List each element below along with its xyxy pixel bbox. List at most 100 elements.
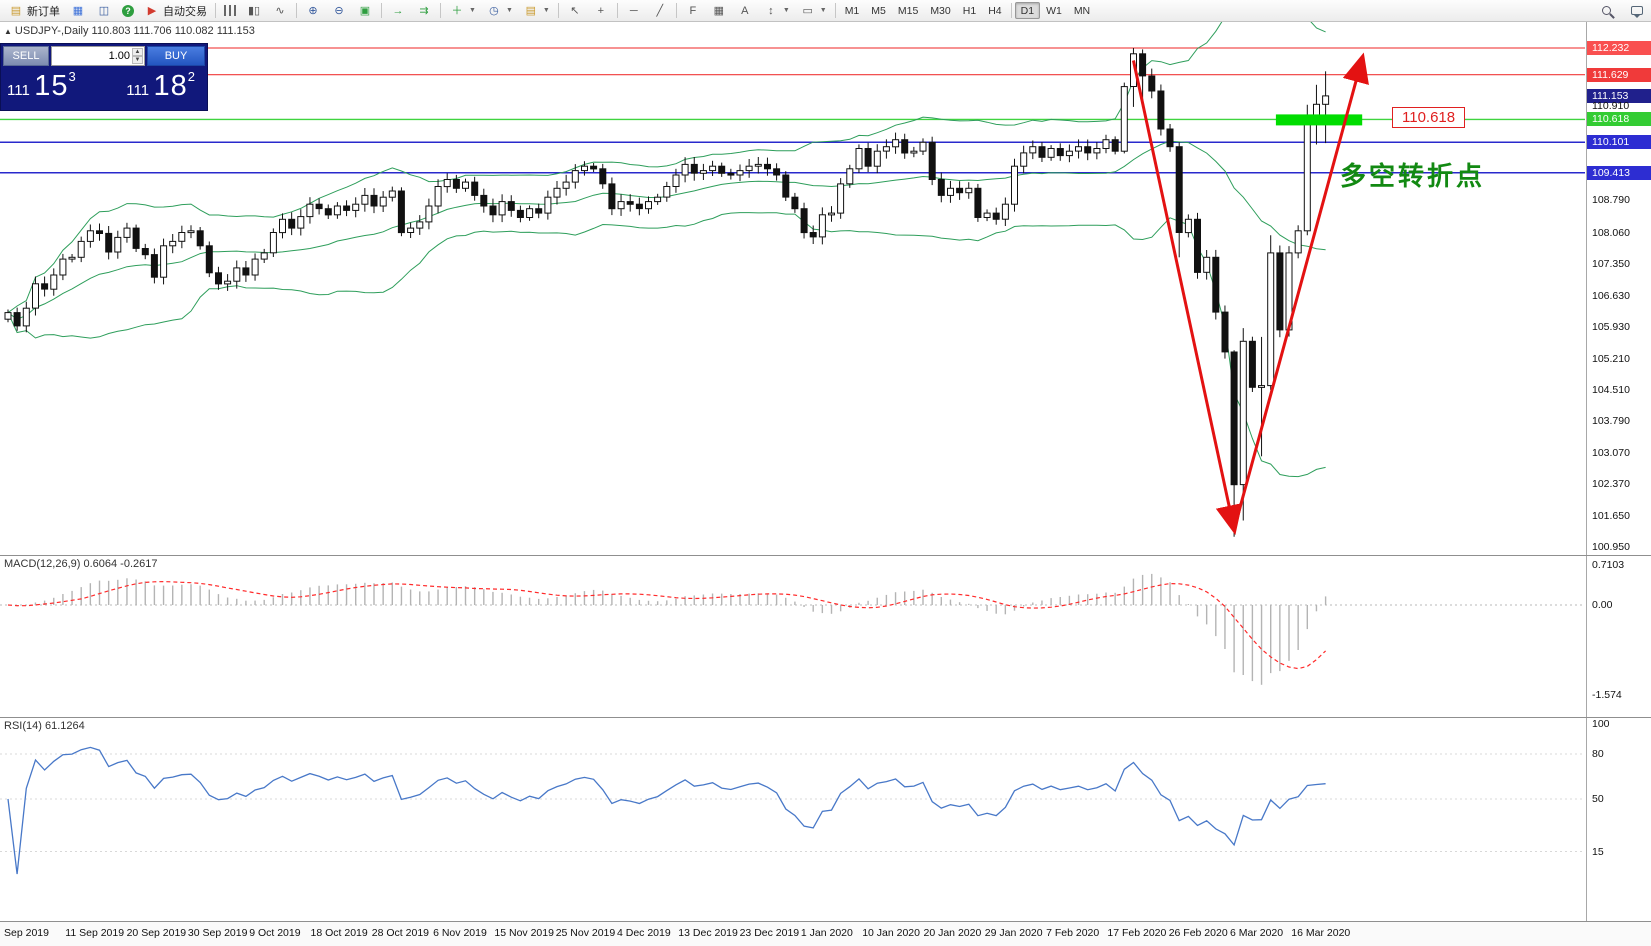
zoom-in-button[interactable]: ⊕ <box>300 2 326 20</box>
price-axis-label: 112.232 <box>1587 41 1651 55</box>
chat-button[interactable] <box>1616 2 1648 20</box>
new-order-label: 新订单 <box>27 5 60 18</box>
date-axis-label: 15 Nov 2019 <box>494 927 554 939</box>
search-button[interactable] <box>1597 2 1616 20</box>
zoom-in-icon: ⊕ <box>308 4 318 17</box>
volume-stepper[interactable]: ▲▼ <box>51 46 145 66</box>
symbol-info-text: USDJPY-,Daily 110.803 111.706 110.082 11… <box>14 25 255 37</box>
macd-axis[interactable]: 0.7103 0.00 -1.574 <box>1586 556 1651 717</box>
fibonacci-icon: F <box>689 4 697 17</box>
auto-scroll-button[interactable]: → <box>385 2 411 20</box>
date-axis-label: 6 Nov 2019 <box>433 927 487 939</box>
timeframe-m1[interactable]: M1 <box>839 2 866 19</box>
rsi-axis-label: 100 <box>1592 718 1610 730</box>
profile-button[interactable]: ◫ <box>91 2 117 20</box>
price-axis-label: 107.350 <box>1592 257 1630 270</box>
separator <box>1010 3 1012 18</box>
templates-button[interactable]: ▤ ▼ <box>518 2 555 20</box>
price-axis-label: 103.790 <box>1592 415 1630 428</box>
separator <box>834 3 836 18</box>
date-axis-label: 11 Sep 2019 <box>65 927 125 939</box>
shapes-tool-button[interactable]: ▭ ▼ <box>795 2 832 20</box>
date-axis-label: 30 Sep 2019 <box>187 927 248 939</box>
profile-icon: ◫ <box>98 4 110 17</box>
zoom-out-icon: ⊖ <box>334 4 344 17</box>
price-chart-canvas[interactable] <box>0 22 1585 555</box>
date-axis[interactable]: Sep 2019 11 Sep 2019 20 Sep 2019 30 Sep 201… <box>0 922 1651 946</box>
chart-shift-button[interactable]: ⇉ <box>411 2 437 20</box>
price-axis[interactable]: 112.232 111.629 111.153 110.618 110.101 109.4… <box>1586 22 1651 555</box>
date-axis-label: 1 Jan 2020 <box>800 927 853 939</box>
trendline-icon: ╱ <box>656 4 664 17</box>
indicators-button[interactable]: ＋ ▼ <box>444 2 481 20</box>
date-axis-label: 7 Feb 2020 <box>1046 927 1100 939</box>
timeframe-m30[interactable]: M30 <box>924 2 956 19</box>
macd-panel[interactable]: MACD(12,26,9) 0.6064 -0.2617 0.7103 0.00 -… <box>0 556 1651 718</box>
tile-windows-button[interactable]: ▣ <box>352 2 378 20</box>
cursor-button[interactable]: ↖ <box>562 2 588 20</box>
candlestick-button[interactable]: ▮▯ <box>241 2 267 20</box>
date-axis-label: 23 Dec 2019 <box>739 927 800 939</box>
periods-button[interactable]: ◷ ▼ <box>481 2 518 20</box>
help-button[interactable]: ? <box>117 2 139 20</box>
cursor-icon: ↖ <box>570 4 580 17</box>
line-chart-icon: ∿ <box>275 4 285 17</box>
timeframe-d1[interactable]: D1 <box>1014 2 1041 19</box>
one-click-trade-panel: SELL ▲▼ BUY 111 153 111 182 <box>0 43 208 111</box>
separator <box>675 3 677 18</box>
spin-down-icon[interactable]: ▼ <box>132 56 143 64</box>
symbol-info: ▲ USDJPY-,Daily 110.803 111.706 110.082 1… <box>4 25 255 37</box>
auto-trading-button[interactable]: ▶ 自动交易 <box>139 2 212 20</box>
separator <box>215 3 216 18</box>
timeframe-m15[interactable]: M15 <box>892 2 924 19</box>
rsi-panel[interactable]: RSI(14) 61.1264 100 80 50 15 <box>0 718 1651 922</box>
triangle-up-icon: ▲ <box>4 27 12 36</box>
sell-button[interactable]: SELL <box>3 46 49 66</box>
line-chart-button[interactable]: ∿ <box>267 2 293 20</box>
date-axis-label: 20 Sep 2019 <box>126 927 187 939</box>
text-tool-button[interactable]: A <box>732 2 758 20</box>
zoom-out-button[interactable]: ⊖ <box>326 2 352 20</box>
bar-chart-button[interactable] <box>219 2 241 20</box>
timeframe-h1[interactable]: H1 <box>957 2 982 19</box>
search-icon <box>1602 6 1611 15</box>
crosshair-button[interactable]: + <box>588 2 614 20</box>
bar-chart-icon <box>224 5 236 16</box>
price-axis-label: 110.101 <box>1587 135 1651 150</box>
fibonacci-tool-button[interactable]: F <box>680 2 706 20</box>
arrows-tool-button[interactable]: ↕ ▼ <box>758 2 795 20</box>
timeframe-h4[interactable]: H4 <box>982 2 1007 19</box>
price-axis-label: 105.210 <box>1592 352 1630 365</box>
chevron-down-icon: ▼ <box>782 7 790 14</box>
grid-tool-button[interactable]: ▦ <box>706 2 732 20</box>
hline-tool-button[interactable]: ─ <box>621 2 647 20</box>
new-order-button[interactable]: ▤ 新订单 <box>3 2 65 20</box>
charts-window-button[interactable]: ▦ <box>65 2 91 20</box>
timeframe-mn[interactable]: MN <box>1068 2 1096 19</box>
indicators-icon: ＋ <box>451 4 463 17</box>
rsi-label: RSI(14) 61.1264 <box>4 720 85 732</box>
spin-up-icon[interactable]: ▲ <box>132 48 143 56</box>
date-axis-label: 26 Feb 2020 <box>1168 927 1228 939</box>
rsi-axis[interactable]: 100 80 50 15 <box>1586 718 1651 921</box>
timeframe-m5[interactable]: M5 <box>865 2 892 19</box>
date-axis-label: 9 Oct 2019 <box>249 927 301 939</box>
macd-canvas[interactable] <box>0 556 1585 717</box>
trendline-tool-button[interactable]: ╱ <box>647 2 673 20</box>
auto-trading-icon: ▶ <box>147 4 157 17</box>
horizontal-line-icon: ─ <box>629 4 638 17</box>
buy-button[interactable]: BUY <box>147 46 205 66</box>
volume-spinner[interactable]: ▲ ▼ <box>132 47 143 65</box>
sell-price[interactable]: 111 153 <box>7 69 76 102</box>
price-axis-label: 105.930 <box>1592 320 1630 333</box>
volume-input[interactable] <box>52 47 144 65</box>
buy-price[interactable]: 111 182 <box>126 69 195 102</box>
main-chart-panel[interactable]: ▲ USDJPY-,Daily 110.803 111.706 110.082 1… <box>0 22 1651 556</box>
timeframe-w1[interactable]: W1 <box>1040 2 1068 19</box>
date-axis-label: 20 Jan 2020 <box>923 927 982 939</box>
macd-axis-label: 0.7103 <box>1592 558 1625 571</box>
rsi-canvas[interactable] <box>0 718 1585 921</box>
price-axis-label: 110.910 <box>1592 100 1630 113</box>
arrow-tool-icon: ↕ <box>768 4 774 17</box>
separator <box>616 3 618 18</box>
